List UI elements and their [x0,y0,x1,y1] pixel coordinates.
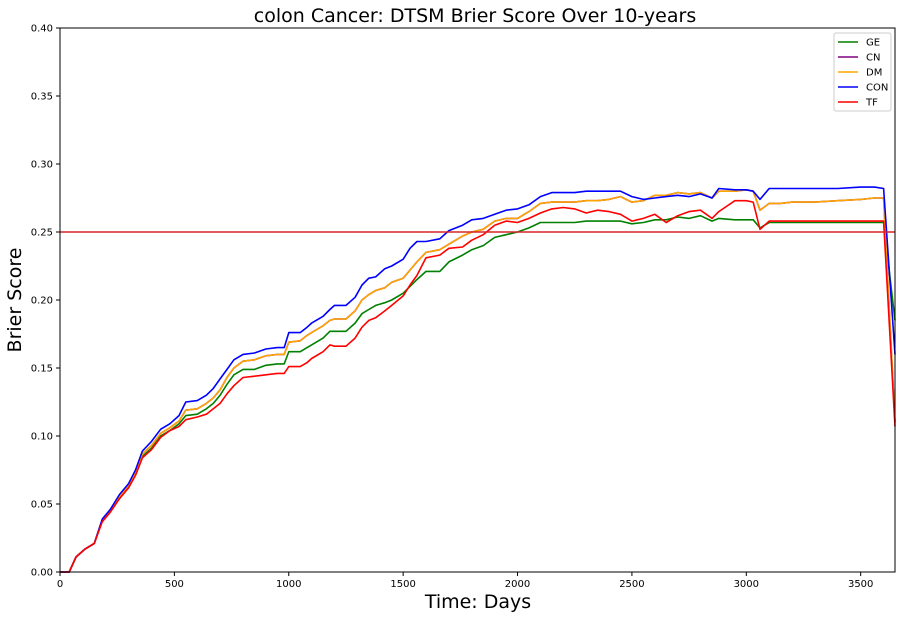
y-tick-label: 0.30 [31,160,53,171]
y-tick-label: 0.10 [31,432,53,443]
legend: GE CN DM CON TF [833,32,892,112]
x-tick-label: 1500 [390,579,415,590]
y-tick-label: 0.40 [31,24,53,35]
y-tick-label: 0.05 [31,500,53,511]
x-tick-label: 2500 [619,579,644,590]
y-axis: 0.00 0.05 0.10 0.15 0.20 0.25 0.30 0.35 0.40 [31,24,60,579]
x-tick-label: 3500 [848,579,873,590]
x-tick-label: 3000 [734,579,759,590]
x-axis-label: Time: Days [424,591,531,613]
y-tick-label: 0.00 [31,568,53,579]
series-line-con [60,186,896,573]
x-tick-label: 2000 [505,579,530,590]
plot-area [60,186,896,573]
x-tick-label: 1000 [276,579,301,590]
legend-box [833,32,892,112]
y-tick-label: 0.25 [31,228,53,239]
chart-title: colon Cancer: DTSM Brier Score Over 10-y… [254,5,696,27]
y-axis-label: Brier Score [4,248,26,353]
legend-label-dm: DM [866,68,882,79]
series-line-tf [60,199,896,573]
x-tick-label: 500 [165,579,184,590]
y-tick-label: 0.15 [31,364,53,375]
legend-label-tf: TF [865,98,878,109]
legend-label-ge: GE [866,38,880,49]
x-tick-label: 0 [57,579,63,590]
legend-label-con: CON [866,83,888,94]
y-tick-label: 0.35 [31,92,53,103]
y-tick-label: 0.20 [31,296,53,307]
x-axis: 0 500 1000 1500 2000 2500 3000 3500 [57,572,873,590]
legend-label-cn: CN [866,53,880,64]
